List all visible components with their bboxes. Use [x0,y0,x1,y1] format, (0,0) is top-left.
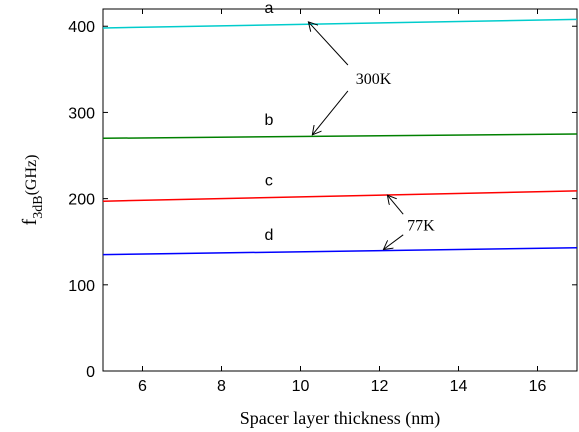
y-tick-label: 0 [86,364,95,381]
y-tick-label: 200 [68,192,95,209]
x-tick-label: 8 [217,378,226,395]
annotation-arrow [387,195,404,215]
series-label-d: d [264,227,273,244]
series-labels: a b c d [264,0,273,244]
y-tick-label: 300 [68,105,95,122]
x-tick-label: 12 [371,378,389,395]
series-line-c [102,190,578,202]
annotations: 300K 77K [308,22,435,250]
plot-area-frame [102,8,578,372]
x-axis-ticks: 6 8 10 12 14 16 [138,9,547,395]
y-axis-label-sub: 3dB [31,195,46,218]
annotation-label: 300K [356,71,392,88]
x-tick-label: 10 [292,378,310,395]
x-axis-label: Spacer layer thickness (nm) [240,408,440,429]
series-label-b: b [264,112,273,129]
y-axis-label: f3dB(GHz) [19,155,46,226]
svg-text:f3dB(GHz): f3dB(GHz) [19,155,46,226]
series-lines [102,18,578,256]
annotation-arrow [312,90,349,135]
y-tick-label: 400 [68,19,95,36]
series-label-c: c [265,173,273,190]
annotation-arrow [308,22,349,66]
x-tick-label: 6 [138,378,147,395]
series-label-a: a [264,0,273,17]
y-axis-label-unit: (GHz) [23,155,40,196]
series-line-d [102,246,578,256]
annotation-arrow [383,234,404,250]
series-line-b [102,133,578,140]
annotation-label: 77K [407,217,435,234]
x-tick-label: 16 [529,378,547,395]
x-tick-label: 14 [450,378,468,395]
y-axis-label-main: f [19,218,41,225]
y-axis-ticks: 0 100 200 300 400 [68,19,577,381]
series-line-a [102,18,578,29]
y-tick-label: 100 [68,278,95,295]
